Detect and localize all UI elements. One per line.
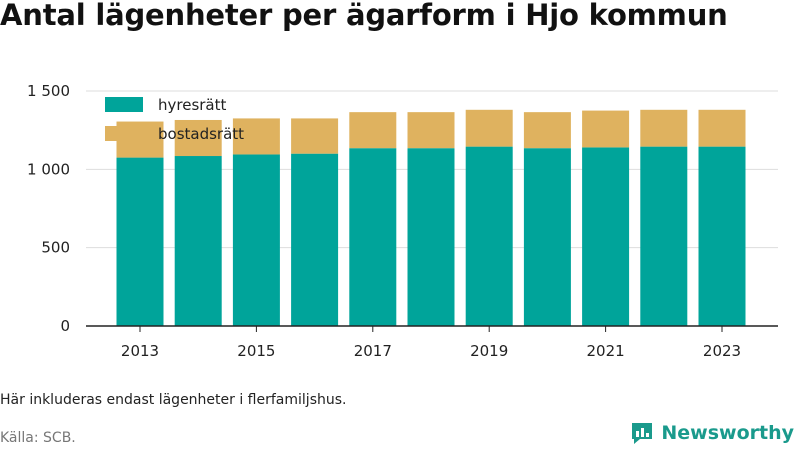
bar-bostadsratt: [232, 118, 280, 155]
legend-swatch-hyresratt: [105, 97, 143, 112]
x-tick-label: 2019: [470, 342, 508, 360]
source-text: Källa: SCB.: [0, 430, 76, 446]
legend: hyresrätt bostadsrätt: [105, 96, 244, 143]
y-tick-label: 500: [41, 239, 70, 257]
y-tick-label: 1 000: [27, 160, 70, 178]
legend-label-hyresratt: hyresrätt: [158, 96, 227, 114]
chart-title: Antal lägenheter per ägarform i Hjo komm…: [0, 0, 728, 32]
x-tick-label: 2013: [121, 342, 159, 360]
bar-bostadsratt: [407, 112, 455, 149]
x-axis-ticks: 2013 2015 2017 2019 2021 2023: [121, 326, 741, 360]
y-tick-label: 0: [60, 317, 70, 335]
bar-hyresratt: [465, 146, 513, 326]
x-tick-label: 2017: [354, 342, 392, 360]
chart-note: Här inkluderas endast lägenheter i flerf…: [0, 392, 347, 408]
bar-hyresratt: [640, 146, 688, 326]
bar-hyresratt: [349, 148, 397, 326]
brand-logo: Newsworthy: [629, 420, 794, 446]
bar-series: [116, 109, 746, 326]
x-tick-label: 2015: [237, 342, 275, 360]
bar-bostadsratt: [698, 109, 746, 147]
bar-hyresratt: [582, 147, 630, 326]
y-axis-tick-labels: 0 500 1 000 1 500: [27, 82, 70, 335]
bar-bostadsratt: [291, 118, 339, 154]
bar-bostadsratt: [465, 109, 513, 147]
bar-hyresratt: [291, 153, 339, 326]
bar-bostadsratt: [582, 110, 630, 148]
bar-hyresratt: [174, 156, 222, 326]
bar-bostadsratt: [523, 112, 571, 149]
bar-hyresratt: [698, 146, 746, 326]
bar-bostadsratt: [174, 119, 222, 157]
bar-hyresratt: [116, 157, 164, 326]
newsworthy-logo-icon: [632, 423, 653, 444]
brand-name: Newsworthy: [661, 422, 794, 444]
bar-hyresratt: [407, 148, 455, 326]
bar-hyresratt: [523, 148, 571, 326]
bar-bostadsratt: [349, 112, 397, 149]
y-tick-label: 1 500: [27, 82, 70, 100]
legend-label-bostadsratt: bostadsrätt: [158, 125, 244, 143]
bar-hyresratt: [232, 154, 280, 326]
x-tick-label: 2021: [587, 342, 625, 360]
legend-swatch-bostadsratt: [105, 126, 143, 141]
x-tick-label: 2023: [703, 342, 741, 360]
bar-bostadsratt: [640, 109, 688, 147]
